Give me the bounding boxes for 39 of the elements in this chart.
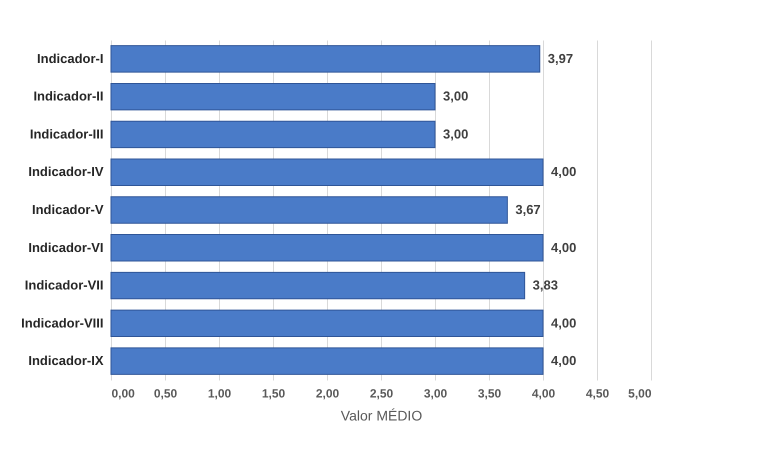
x-tick-label: 3,50 <box>478 386 502 400</box>
x-tick-label: 4,00 <box>532 386 556 400</box>
bar <box>110 234 544 262</box>
x-tick-label: 2,50 <box>370 386 394 400</box>
x-tick-label: 5,00 <box>628 386 652 400</box>
x-tick-label: 4,50 <box>586 386 610 400</box>
bar <box>110 158 544 186</box>
x-tick-label: 0,50 <box>154 386 178 400</box>
y-tick-label: Indicador-III <box>30 126 104 142</box>
data-label: 3,00 <box>443 126 468 142</box>
bar <box>110 45 540 73</box>
x-axis-title: Valor MÉDIO <box>340 408 422 424</box>
bar <box>110 310 544 338</box>
data-label: 4,00 <box>551 353 576 368</box>
bar <box>110 347 544 375</box>
data-label: 4,00 <box>551 315 576 330</box>
y-tick-label: Indicador-VIII <box>21 315 104 330</box>
data-label: 4,00 <box>551 164 576 180</box>
y-tick-label: Indicador-I <box>37 50 104 66</box>
bar <box>110 82 436 110</box>
data-label: 4,00 <box>551 240 576 255</box>
bar <box>110 272 526 300</box>
y-tick-label: Indicador-IX <box>28 353 104 368</box>
data-label: 3,00 <box>443 88 468 104</box>
y-tick-label: Indicador-IV <box>28 164 104 180</box>
y-tick-label: Indicador-V <box>32 202 104 217</box>
y-tick-label: Indicador-VII <box>24 278 104 293</box>
bar <box>110 120 436 148</box>
x-tick-label: 1,50 <box>262 386 286 400</box>
bar <box>110 196 508 224</box>
data-label: 3,67 <box>515 202 541 217</box>
x-tick-label: 0,00 <box>112 386 136 400</box>
y-tick-label: Indicador-VI <box>28 240 104 255</box>
data-label: 3,97 <box>548 50 574 66</box>
data-label: 3,83 <box>532 278 558 293</box>
x-tick-label: 3,00 <box>424 386 448 400</box>
y-tick-label: Indicador-II <box>33 88 104 104</box>
x-tick-label: 1,00 <box>208 386 232 400</box>
x-tick-label: 2,00 <box>316 386 340 400</box>
